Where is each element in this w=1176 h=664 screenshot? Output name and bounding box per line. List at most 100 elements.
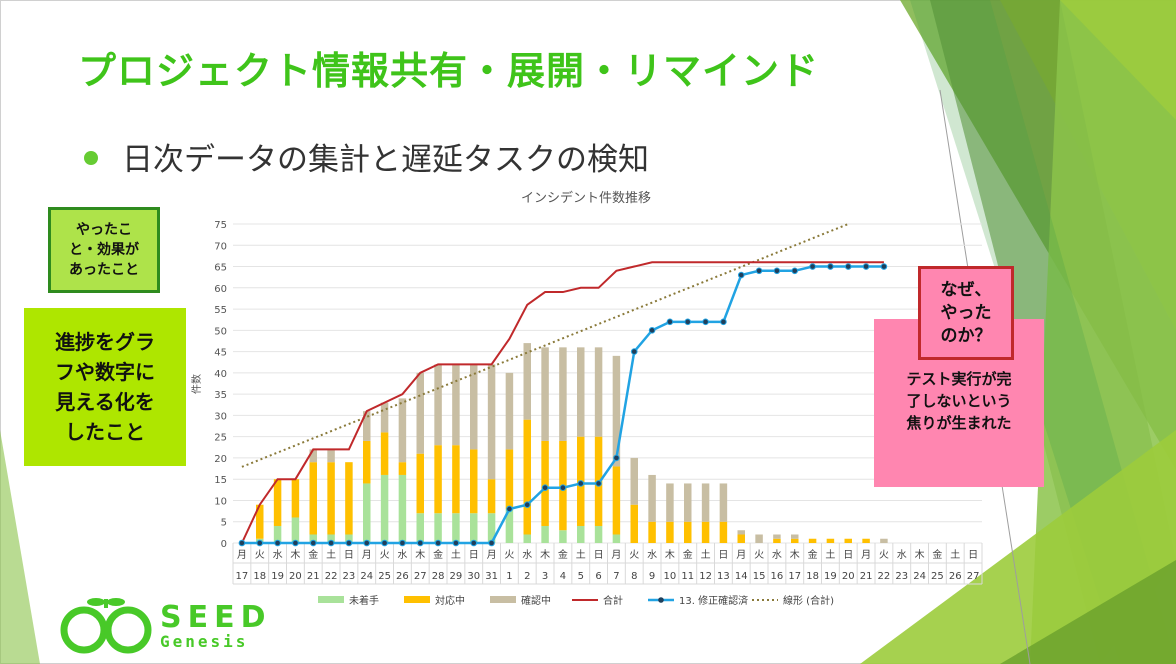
trend-line [241,223,849,468]
day-label: 19 [824,571,837,582]
bar-segment [844,538,852,543]
bar-segment [487,479,496,514]
y-tick-label: 65 [214,263,227,274]
y-tick-label: 25 [214,433,227,444]
weekday-label: 月 [861,549,871,561]
day-label: 29 [450,571,463,582]
day-label: 14 [735,571,748,582]
day-label: 2 [524,571,530,582]
bar-segment [452,364,460,446]
weekday-label: 水 [772,549,782,561]
day-label: 24 [360,571,373,582]
bar-segment [398,398,407,463]
y-tick-label: 10 [214,496,227,507]
day-label: 18 [806,571,819,582]
weekday-label: 火 [380,549,390,561]
bar-segment [559,347,567,441]
bar-segment [773,534,781,539]
y-tick-label: 20 [214,454,227,465]
day-label: 20 [289,571,302,582]
bar-segment [648,521,656,543]
day-label: 9 [649,571,655,582]
fixed-point [844,263,852,270]
fixed-point [666,318,674,326]
logo-wordmark: SEED [160,600,272,635]
reason-callout-line: テスト実行が完 [906,370,1012,388]
bar-segment [701,521,710,543]
weekday-label: 木 [790,549,800,561]
y-axis-label: 件数 [190,374,203,394]
fixed-point [755,267,763,275]
fixed-point [684,318,692,326]
bar-segment [380,474,389,543]
fixed-point [256,539,264,547]
day-label: 22 [878,571,891,582]
day-label: 24 [913,571,926,582]
done-callout-line: あったこと [69,262,139,278]
bar-segment [684,521,692,543]
y-tick-label: 45 [214,348,227,359]
progress-callout: 進捗をグラ フや数字に 見える化を したこと [24,308,186,466]
progress-callout-line: 見える化を [55,390,155,414]
reason-callout-line: 焦りが生まれた [906,414,1012,432]
fixed-point [452,539,460,547]
fixed-point [381,539,388,547]
fixed-point [773,267,781,275]
bar-segment [327,534,335,543]
y-tick-label: 55 [214,305,227,316]
day-label: 30 [467,571,480,582]
bullet-dot-icon [84,151,98,165]
fixed-point [720,318,727,326]
bar-segment [363,411,371,441]
day-label: 17 [788,571,801,582]
bar-segment [594,347,603,437]
bar-segment [470,513,478,543]
weekday-label: 水 [273,549,283,561]
fixed-point [541,484,549,492]
bar-segment [505,449,514,509]
fixed-point [238,539,246,547]
bar-segment [737,530,745,535]
day-label: 4 [560,571,566,582]
bar-segment [487,513,496,543]
weekday-label: 日 [344,550,354,561]
bar-segment [363,483,371,543]
day-label: 1 [506,571,512,582]
weekday-label: 月 [736,549,746,561]
fixed-point [292,539,299,547]
reason-callout-text: テスト実行が完 了しないという 焦りが生まれた [880,368,1038,434]
y-tick-label: 5 [221,518,227,529]
weekday-label: 日 [469,550,479,561]
legend-marker [658,597,664,603]
bar-segment [541,525,549,543]
legend-swatch [490,596,516,603]
bar-segment [719,521,728,543]
weekday-label: 日 [594,550,604,561]
why-callout: なぜ、 やった のか？ [918,266,1014,360]
day-label: 28 [432,571,445,582]
fixed-point [648,327,656,334]
fixed-point [327,539,335,547]
legend-label: 線形 (合計) [783,594,834,607]
fixed-point [416,539,424,547]
fixed-point [309,539,317,547]
y-tick-label: 50 [214,326,227,337]
progress-callout-line: したこと [65,420,145,444]
day-label: 26 [949,571,962,582]
bar-segment [630,457,638,505]
bar-segment [701,483,710,522]
weekday-label: 水 [647,549,657,561]
day-label: 31 [485,571,498,582]
weekday-label: 日 [718,550,728,561]
fixed-point [702,318,709,326]
bar-segment [345,462,353,535]
weekday-label: 金 [433,548,443,561]
fixed-point [434,539,442,547]
fixed-point [737,271,745,279]
fixed-point [827,263,834,270]
bar-segment [523,343,531,420]
weekday-label: 月 [611,549,621,561]
weekday-label: 水 [897,549,907,561]
bar-segment [470,449,478,514]
fixed-point [399,539,406,547]
